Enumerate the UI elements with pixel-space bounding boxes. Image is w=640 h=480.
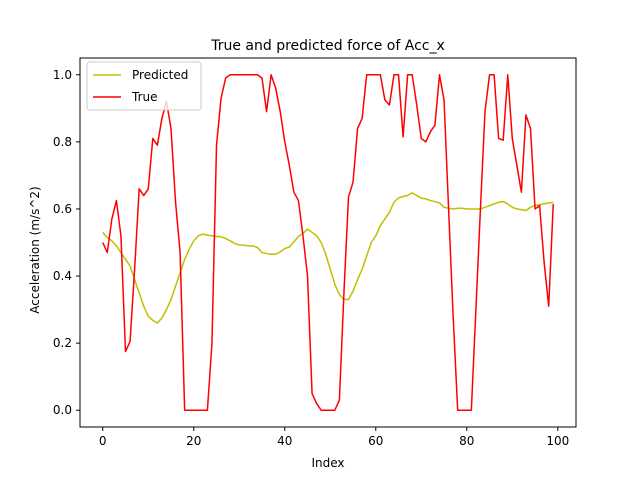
- x-tick-label: 100: [546, 434, 569, 448]
- y-axis-title: Acceleration (m/s^2): [28, 186, 42, 313]
- axes: 0 20 40 60 80 100 0.0 0.2 0.4 0.6 0.8 1.0: [53, 57, 577, 448]
- series-line-predicted: [102, 192, 554, 324]
- axes-frame: [79, 57, 577, 428]
- legend: Predicted True: [86, 61, 202, 111]
- legend-box: [86, 61, 202, 111]
- y-tick-label: 0.0: [53, 403, 72, 417]
- x-tick-label: 80: [459, 434, 474, 448]
- chart-title: True and predicted force of Acc_x: [210, 38, 445, 54]
- y-tick-label: 0.6: [53, 202, 72, 216]
- series-lines: [102, 74, 554, 411]
- legend-label-predicted: Predicted: [132, 68, 188, 82]
- plot-background: [80, 58, 576, 427]
- x-tick-label: 60: [368, 434, 383, 448]
- x-tick-label: 20: [186, 434, 201, 448]
- y-tick-label: 0.2: [53, 336, 72, 350]
- y-tick-label: 0.4: [53, 269, 72, 283]
- y-tick-label: 0.8: [53, 135, 72, 149]
- y-tick-label: 1.0: [53, 68, 72, 82]
- x-tick-label: 40: [277, 434, 292, 448]
- legend-label-true: True: [131, 90, 158, 104]
- series-line-true: [102, 74, 554, 411]
- plot-area: [80, 58, 576, 427]
- x-axis-title: Index: [311, 456, 344, 470]
- x-tick-label: 0: [99, 434, 107, 448]
